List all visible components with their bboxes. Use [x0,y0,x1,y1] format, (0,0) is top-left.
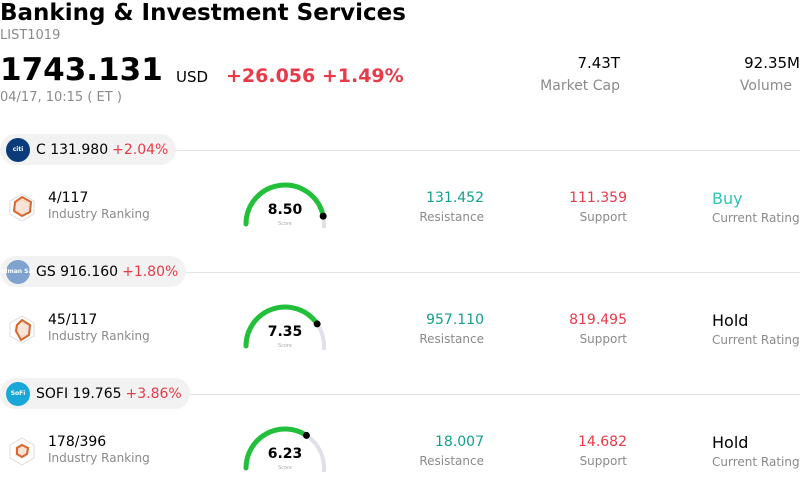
score-gauge [243,426,326,472]
index-price: 1743.131 [0,52,163,88]
stock-symbol-price: SOFI 19.765 [36,385,122,402]
industry-rank-label: Industry Ranking [48,329,150,343]
timestamp: 04/17, 10:15 ( ET ) [0,90,122,105]
score-value: 7.35 [267,324,303,340]
support-label: Support [579,454,627,468]
market-cap-value: 7.43T [577,54,620,72]
company-logo-icon: citi [6,137,30,162]
current-rating-label: Current Rating [712,211,800,225]
score-label: Score [277,465,292,471]
section-divider [170,272,800,273]
current-rating: Hold [712,311,749,330]
market-cap-label: Market Cap [540,78,620,94]
stock-section: Goldman Sachs GS 916.160 +1.80% 45/117 I… [0,256,800,378]
score-gauge [243,304,326,350]
support-value: 14.682 [578,434,627,450]
support-label: Support [579,332,627,346]
stock-symbol-price: GS 916.160 [36,263,119,280]
current-rating-label: Current Rating [712,333,800,347]
support-value: 819.495 [569,312,627,328]
ranking-radar-icon [9,315,35,344]
page-title: Banking & Investment Services [0,0,406,26]
stock-pill[interactable]: Goldman Sachs GS 916.160 +1.80% [0,256,187,287]
score-value: 8.50 [267,202,303,218]
stock-symbol-price: C 131.980 [36,141,109,158]
section-divider [170,394,800,395]
score-label: Score [277,343,292,349]
resistance-label: Resistance [419,210,484,224]
resistance-value: 131.452 [426,190,484,206]
price-change: +26.056 +1.49% [226,65,404,87]
volume-value: 92.35M [744,54,800,72]
stock-pill[interactable]: citi C 131.980 +2.04% [0,134,177,165]
current-rating-label: Current Rating [712,455,800,469]
score-label: Score [277,221,292,227]
stock-pill[interactable]: SoFi SOFI 19.765 +3.86% [0,378,190,409]
currency-label: USD [176,68,209,86]
company-logo-icon: Goldman Sachs [0,259,44,284]
score-gauge [243,182,327,228]
section-divider [170,150,800,151]
stock-section: SoFi SOFI 19.765 +3.86% 178/396 Industry… [0,378,800,488]
resistance-value: 18.007 [435,434,484,450]
ranking-radar-icon [9,193,35,222]
industry-rank-value: 178/396 [48,434,107,450]
support-value: 111.359 [569,190,627,206]
resistance-value: 957.110 [426,312,484,328]
resistance-label: Resistance [419,454,484,468]
ticker-code: LIST1019 [0,28,61,43]
industry-rank-value: 4/117 [48,190,89,206]
support-label: Support [579,210,627,224]
volume-label: Volume [739,78,792,94]
industry-rank-label: Industry Ranking [48,451,150,465]
stock-section: citi C 131.980 +2.04% 4/117 Industry Ran… [0,134,800,256]
industry-rank-value: 45/117 [48,312,98,328]
industry-rank-label: Industry Ranking [48,207,150,221]
stock-change-percent: +1.80% [122,263,179,280]
company-logo-icon: SoFi [6,381,30,406]
ranking-radar-icon [9,437,35,466]
stock-change-percent: +2.04% [112,141,169,158]
score-value: 6.23 [267,446,303,462]
stock-change-percent: +3.86% [125,385,182,402]
current-rating: Buy [712,189,743,208]
resistance-label: Resistance [419,332,484,346]
current-rating: Hold [712,433,749,452]
